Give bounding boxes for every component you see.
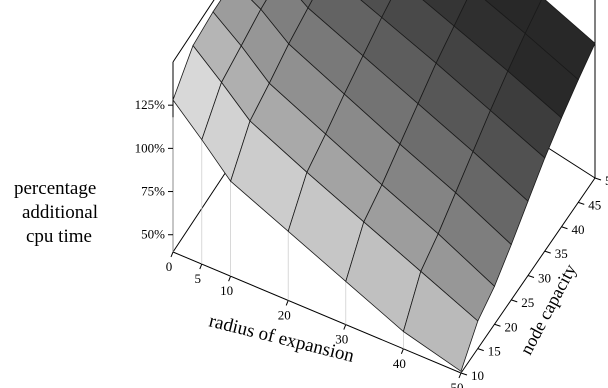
z-tick — [495, 324, 501, 326]
y-axis-label: percentage additional cpu time — [14, 178, 98, 247]
y-axis-label-line-2: additional — [22, 202, 98, 223]
x-tick-label: 20 — [278, 307, 291, 322]
x-tick-label: 50 — [451, 380, 464, 388]
x-tick — [286, 300, 288, 305]
y-tick-label: 100% — [135, 140, 166, 155]
x-tick — [344, 325, 346, 330]
z-tick-label: 20 — [505, 319, 518, 334]
z-tick-label: 30 — [538, 271, 551, 286]
z-tick-label: 45 — [588, 197, 601, 212]
x-tick-label: 5 — [195, 271, 202, 286]
y-tick-label: 125% — [135, 97, 166, 112]
z-tick — [461, 373, 467, 375]
y-axis-label-line-3: cpu time — [26, 226, 92, 247]
x-tick — [401, 349, 403, 354]
y-tick-label: 75% — [141, 184, 165, 199]
z-tick — [528, 276, 534, 278]
z-tick — [562, 227, 568, 229]
z-tick — [478, 349, 484, 351]
y-axis-label-line-1: percentage — [14, 178, 96, 199]
x-tick-label: 40 — [393, 356, 406, 371]
z-tick-label: 15 — [488, 344, 501, 359]
z-tick — [578, 202, 584, 204]
z-tick — [595, 178, 601, 180]
z-tick-label: 40 — [572, 222, 585, 237]
z-tick-label: 35 — [555, 246, 568, 261]
z-tick — [545, 251, 551, 253]
x-tick-label: 10 — [220, 283, 233, 298]
x-tick — [229, 276, 231, 281]
z-tick-label: 10 — [471, 368, 484, 383]
z-tick-label: 25 — [521, 295, 534, 310]
x-tick — [459, 373, 461, 378]
y-tick-label: 50% — [141, 227, 165, 242]
z-tick — [511, 300, 517, 302]
x-tick-label: 0 — [166, 259, 173, 274]
x-tick — [200, 264, 202, 269]
x-tick — [171, 252, 173, 257]
